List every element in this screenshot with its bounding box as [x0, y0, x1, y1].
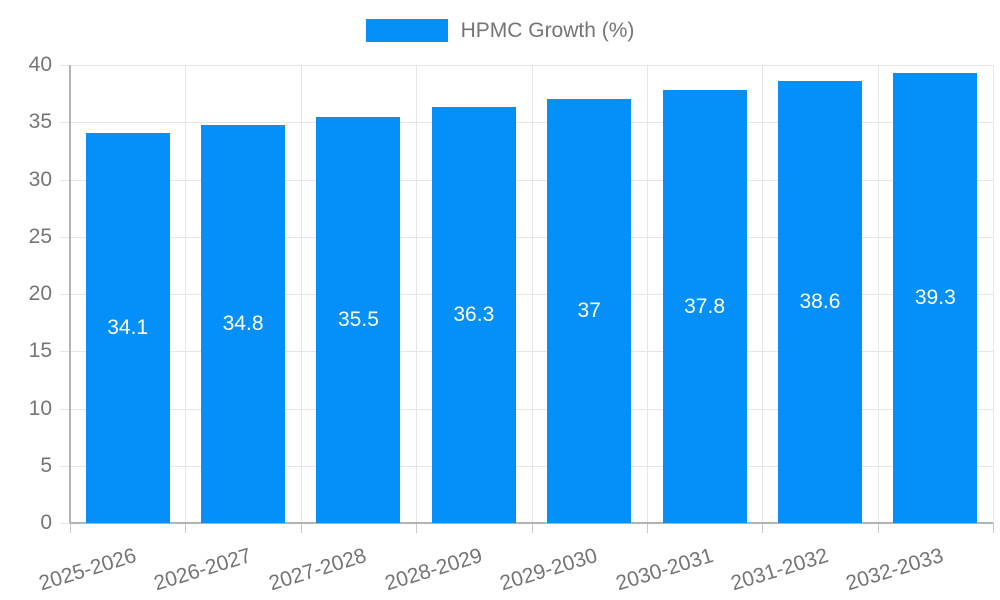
- bar[interactable]: [201, 124, 286, 523]
- y-tick-label: 35: [28, 110, 52, 134]
- y-gridline: [60, 408, 993, 410]
- y-tick-label: 25: [28, 224, 52, 248]
- y-gridline: [60, 65, 993, 66]
- x-gridline: [993, 65, 994, 523]
- x-tick-mark: [877, 523, 879, 533]
- bar[interactable]: [893, 73, 978, 523]
- y-axis-line: [69, 65, 71, 523]
- x-gridline: [646, 65, 648, 523]
- y-gridline: [60, 236, 993, 238]
- y-gridline: [60, 294, 993, 295]
- y-gridline: [60, 122, 993, 124]
- x-tick-mark: [185, 523, 187, 533]
- bar-value-label: 36.3: [453, 303, 495, 327]
- y-tick-label: 30: [28, 167, 52, 191]
- x-tick-mark: [70, 523, 71, 533]
- x-tick-mark: [762, 523, 764, 533]
- x-gridline: [300, 65, 302, 523]
- y-tick-label: 40: [28, 53, 52, 76]
- x-tick-mark: [646, 523, 648, 533]
- bar-value-label: 39.3: [914, 286, 956, 309]
- y-tick-label: 5: [40, 453, 52, 477]
- bar-value-label: 35.5: [338, 307, 379, 331]
- bar-value-label: 37.8: [684, 294, 725, 318]
- x-tick-mark: [300, 523, 302, 533]
- y-tick-label: 0: [40, 511, 52, 534]
- bar[interactable]: [547, 99, 632, 523]
- bar[interactable]: [316, 116, 401, 523]
- bar-value-label: 37: [577, 299, 601, 323]
- bar[interactable]: [662, 90, 747, 523]
- y-tick-label: 10: [28, 396, 52, 420]
- bar-value-label: 34.1: [107, 315, 149, 339]
- bar[interactable]: [777, 81, 862, 523]
- x-tick-mark: [993, 523, 994, 533]
- y-tick-label: 20: [28, 282, 52, 305]
- x-gridline: [877, 65, 879, 523]
- legend-swatch: [365, 19, 448, 42]
- x-axis-line: [70, 522, 993, 524]
- bar-value-label: 34.8: [222, 311, 264, 335]
- x-gridline: [185, 65, 187, 523]
- legend-label: HPMC Growth (%): [460, 19, 635, 42]
- x-gridline: [531, 65, 533, 523]
- y-tick-label: 15: [28, 339, 52, 363]
- y-gridline: [60, 465, 993, 467]
- x-tick-mark: [416, 523, 418, 533]
- x-tick-mark: [531, 523, 533, 533]
- y-gridline: [60, 351, 993, 353]
- x-gridline: [416, 65, 418, 523]
- y-gridline: [60, 179, 993, 181]
- legend-item[interactable]: HPMC Growth (%): [0, 18, 1000, 43]
- x-gridline: [762, 65, 764, 523]
- bar-value-label: 38.6: [799, 290, 841, 313]
- bar[interactable]: [85, 132, 170, 523]
- bar[interactable]: [431, 107, 516, 523]
